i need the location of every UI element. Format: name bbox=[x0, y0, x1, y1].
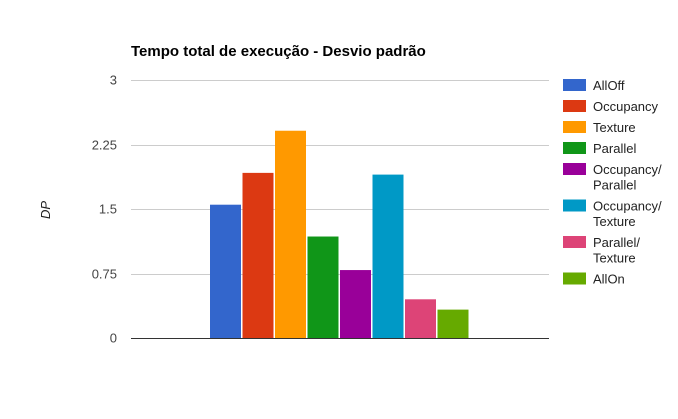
y-tick-label: 0.75 bbox=[92, 267, 117, 282]
legend-label: Occupancy/ bbox=[593, 199, 662, 214]
y-tick-label: 1.5 bbox=[99, 202, 117, 217]
legend-label: Parallel/ bbox=[593, 235, 640, 250]
y-axis-ticks: 0 0.75 1.5 2.25 3 bbox=[92, 73, 117, 346]
bar-alloff[interactable] bbox=[210, 204, 241, 338]
legend-label: Texture bbox=[593, 251, 636, 266]
y-tick-label: 0 bbox=[110, 331, 117, 346]
legend-item[interactable]: AllOff bbox=[563, 78, 625, 93]
legend-swatch bbox=[563, 100, 586, 112]
bar-occupancy[interactable] bbox=[242, 172, 274, 338]
legend-label: Occupancy/ bbox=[593, 162, 662, 177]
legend-item[interactable]: Occupancy/Parallel bbox=[563, 162, 662, 193]
bar-parallel[interactable] bbox=[307, 236, 339, 338]
bar-occupancy-parallel[interactable] bbox=[340, 270, 371, 338]
bar-texture[interactable] bbox=[275, 130, 306, 338]
legend-item[interactable]: Parallel bbox=[563, 141, 636, 156]
legend-item[interactable]: Texture bbox=[563, 120, 636, 135]
bar-allon[interactable] bbox=[437, 309, 469, 338]
legend-label: Parallel bbox=[593, 141, 636, 156]
y-tick-label: 2.25 bbox=[92, 138, 117, 153]
legend-item[interactable]: AllOn bbox=[563, 272, 625, 287]
legend-swatch bbox=[563, 163, 586, 175]
legend-swatch bbox=[563, 79, 586, 91]
legend-label: Occupancy bbox=[593, 99, 659, 114]
legend-item[interactable]: Parallel/Texture bbox=[563, 235, 640, 266]
bar-parallel-texture[interactable] bbox=[405, 299, 436, 338]
legend-swatch bbox=[563, 236, 586, 248]
legend-swatch bbox=[563, 121, 586, 133]
y-axis-label: DP bbox=[38, 201, 53, 219]
gridlines bbox=[131, 80, 549, 275]
legend-item[interactable]: Occupancy bbox=[563, 99, 659, 114]
y-tick-label: 3 bbox=[110, 73, 117, 88]
legend-label: AllOn bbox=[593, 272, 625, 287]
legend-swatch bbox=[563, 199, 586, 212]
legend-label: AllOff bbox=[593, 78, 625, 93]
bar-occupancy-texture[interactable] bbox=[372, 174, 404, 338]
bars bbox=[210, 130, 469, 338]
legend-swatch bbox=[563, 142, 586, 154]
chart-title: Tempo total de execução - Desvio padrão bbox=[131, 43, 426, 60]
legend-item[interactable]: Occupancy/Texture bbox=[563, 199, 662, 230]
legend-label: Texture bbox=[593, 214, 636, 229]
legend-swatch bbox=[563, 272, 586, 285]
legend-label: Parallel bbox=[593, 178, 636, 193]
legend[interactable]: AllOffOccupancyTextureParallelOccupancy/… bbox=[563, 78, 662, 287]
legend-label: Texture bbox=[593, 120, 636, 135]
